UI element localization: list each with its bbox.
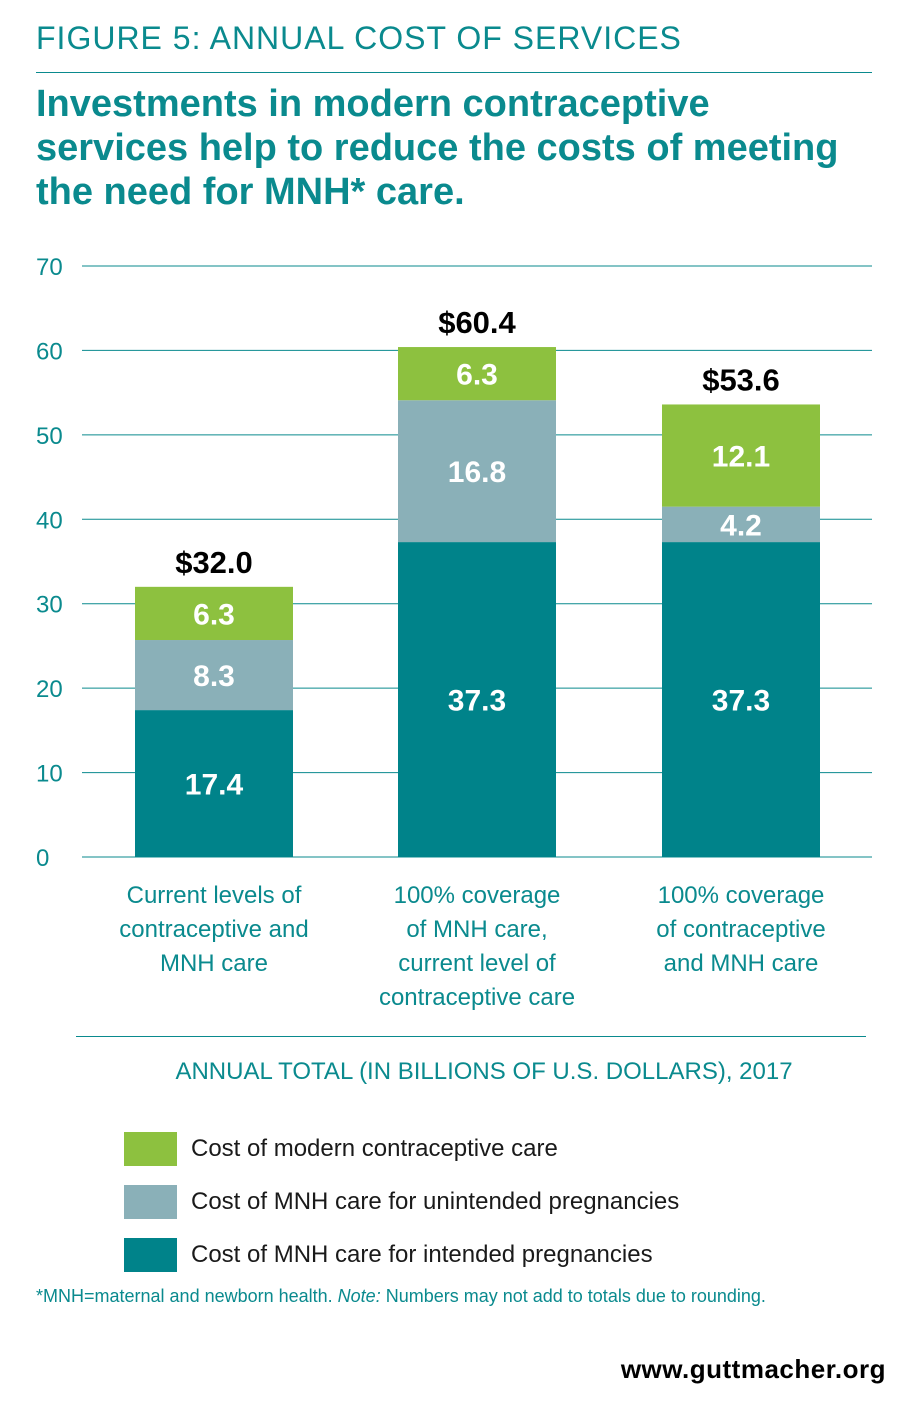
bar-segment	[662, 404, 820, 507]
x-tick-label: MNH care	[160, 950, 268, 977]
bar-segment	[662, 542, 820, 857]
figure-label: FIGURE 5: ANNUAL COST OF SERVICES	[36, 20, 682, 56]
data-label: 4.2	[720, 509, 762, 542]
y-tick-label: 50	[36, 423, 63, 450]
y-tick-label: 10	[36, 761, 63, 788]
website-url: www.guttmacher.org	[620, 1354, 886, 1384]
legend-label: Cost of MNH care for intended pregnancie…	[191, 1240, 653, 1268]
total-label: $60.4	[438, 305, 516, 340]
data-label: 37.3	[448, 685, 506, 718]
x-tick-label: of contraceptive	[656, 916, 825, 943]
footnote-prefix: *MNH=maternal and newborn health.	[36, 1286, 338, 1306]
data-label: 8.3	[193, 660, 235, 693]
y-tick-label: 40	[36, 507, 63, 534]
y-tick-label: 30	[36, 592, 63, 619]
bar-segment	[398, 347, 556, 401]
data-label: 12.1	[712, 441, 770, 474]
legend-item-intended: Cost of MNH care for intended pregnancie…	[124, 1228, 679, 1281]
legend-item-unintended: Cost of MNH care for unintended pregnanc…	[124, 1175, 679, 1228]
x-tick-label: of MNH care,	[406, 916, 547, 943]
x-tick-label: contraceptive and	[119, 916, 308, 943]
footnote-note-label: Note:	[337, 1286, 381, 1306]
legend: Cost of modern contraceptive care Cost o…	[124, 1122, 679, 1281]
bar-segment	[135, 640, 293, 711]
x-tick-label: and MNH care	[664, 950, 819, 977]
stacked-bar-chart: 0 10 20 30 40 50 60 70 17.4 8.3 6.3 $32.0 Current le…	[36, 254, 872, 1011]
x-tick-label: Current levels of	[127, 882, 302, 909]
y-tick-label: 20	[36, 676, 63, 703]
bar-segment	[135, 710, 293, 857]
data-label: 37.3	[712, 685, 770, 718]
footnote-suffix: Numbers may not add to totals due to rou…	[380, 1286, 766, 1306]
y-tick-label: 60	[36, 338, 63, 365]
x-tick-label: 100% coverage	[394, 882, 561, 909]
axis-divider	[76, 1036, 866, 1037]
x-tick-label: contraceptive care	[379, 984, 575, 1011]
legend-label: Cost of MNH care for unintended pregnanc…	[191, 1187, 680, 1215]
legend-swatch	[124, 1131, 177, 1166]
bar-segment	[398, 400, 556, 543]
data-label: 6.3	[456, 359, 498, 392]
headline: Investments in modern contraceptive serv…	[36, 83, 839, 213]
axis-title: ANNUAL TOTAL (IN BILLIONS OF U.S. DOLLAR…	[175, 1058, 793, 1085]
bar-segment	[398, 542, 556, 857]
data-label: 16.8	[448, 456, 506, 489]
total-label: $32.0	[175, 545, 253, 580]
top-divider	[36, 72, 872, 73]
y-tick-label: 70	[36, 254, 63, 281]
bar-segment	[662, 506, 820, 543]
footnote: *MNH=maternal and newborn health. Note: …	[36, 1286, 766, 1307]
x-tick-label: current level of	[398, 950, 556, 977]
legend-item-contraceptive: Cost of modern contraceptive care	[124, 1122, 679, 1175]
legend-label: Cost of modern contraceptive care	[191, 1134, 558, 1162]
legend-swatch	[124, 1237, 177, 1272]
data-label: 17.4	[185, 769, 244, 802]
data-label: 6.3	[193, 598, 235, 631]
bar-segment	[135, 586, 293, 641]
total-label: $53.6	[702, 362, 780, 397]
x-tick-label: 100% coverage	[658, 882, 825, 909]
y-tick-label: 0	[36, 845, 49, 872]
legend-swatch	[124, 1184, 177, 1219]
